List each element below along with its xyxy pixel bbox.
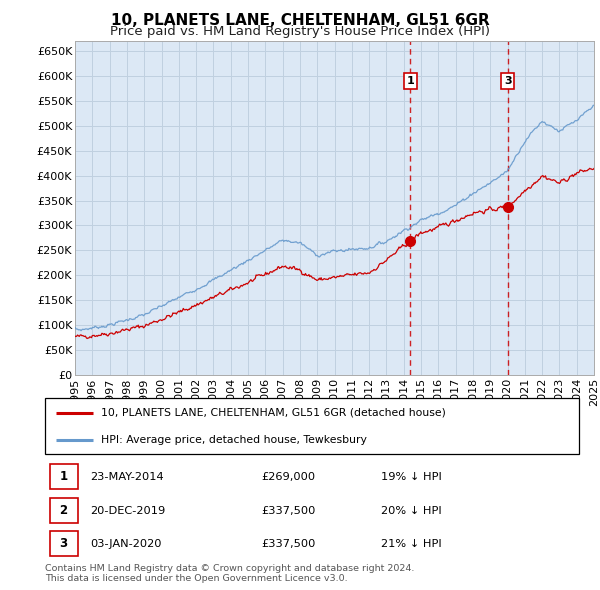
- Text: 2: 2: [59, 503, 68, 517]
- Text: 20% ↓ HPI: 20% ↓ HPI: [381, 506, 442, 516]
- Text: 23-MAY-2014: 23-MAY-2014: [90, 472, 164, 482]
- Text: 03-JAN-2020: 03-JAN-2020: [90, 539, 161, 549]
- Text: HPI: Average price, detached house, Tewkesbury: HPI: Average price, detached house, Tewk…: [101, 435, 367, 445]
- Text: 3: 3: [59, 537, 68, 550]
- Text: 19% ↓ HPI: 19% ↓ HPI: [381, 472, 442, 482]
- Text: £269,000: £269,000: [261, 472, 315, 482]
- Text: 3: 3: [504, 76, 511, 86]
- Text: £337,500: £337,500: [261, 506, 316, 516]
- Text: Price paid vs. HM Land Registry's House Price Index (HPI): Price paid vs. HM Land Registry's House …: [110, 25, 490, 38]
- Text: 21% ↓ HPI: 21% ↓ HPI: [381, 539, 442, 549]
- Text: £337,500: £337,500: [261, 539, 316, 549]
- Text: 10, PLANETS LANE, CHELTENHAM, GL51 6GR (detached house): 10, PLANETS LANE, CHELTENHAM, GL51 6GR (…: [101, 408, 446, 418]
- Text: 1: 1: [59, 470, 68, 483]
- Text: 10, PLANETS LANE, CHELTENHAM, GL51 6GR: 10, PLANETS LANE, CHELTENHAM, GL51 6GR: [110, 13, 490, 28]
- Text: 20-DEC-2019: 20-DEC-2019: [90, 506, 165, 516]
- Text: 1: 1: [407, 76, 415, 86]
- Text: Contains HM Land Registry data © Crown copyright and database right 2024.
This d: Contains HM Land Registry data © Crown c…: [45, 563, 415, 583]
